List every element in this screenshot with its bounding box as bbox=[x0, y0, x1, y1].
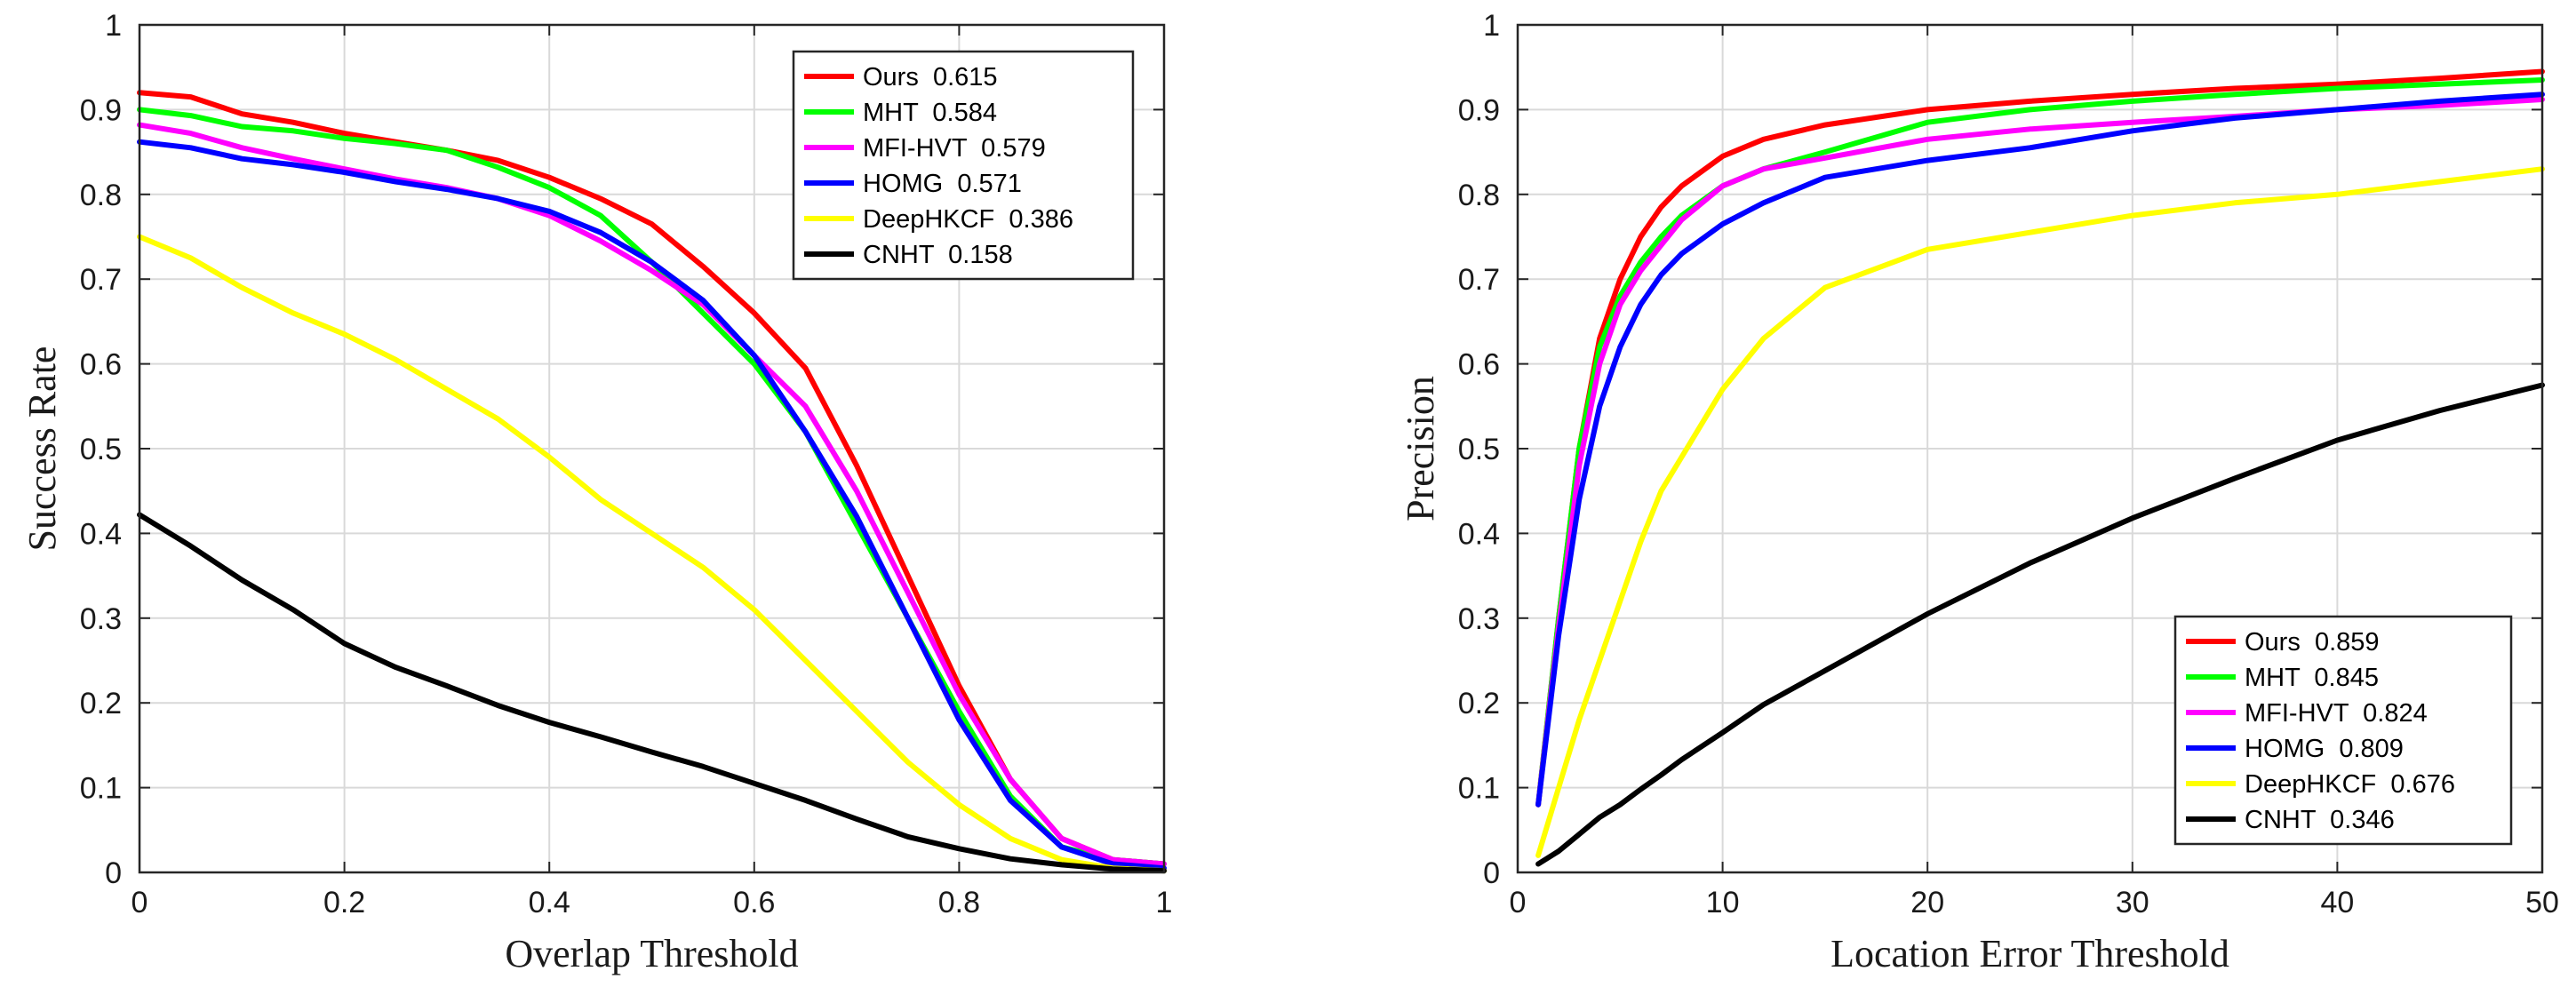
x-tick-label: 0.4 bbox=[529, 886, 570, 919]
legend-entry: Ours 0.615 bbox=[863, 63, 998, 92]
y-tick-label: 0.1 bbox=[80, 772, 122, 806]
x-tick-label: 0.2 bbox=[323, 886, 365, 919]
series-line-homg bbox=[137, 139, 1167, 872]
legend: Ours 0.859 MHT 0.845 MFI-HVT 0.824 HOMG 0.8… bbox=[2173, 615, 2513, 846]
legend-entry: MFI-HVT 0.824 bbox=[2245, 699, 2428, 728]
x-tick-label: 0 bbox=[132, 886, 148, 919]
x-tick-label: 40 bbox=[2320, 886, 2354, 919]
legend-entry: CNHT 0.346 bbox=[2245, 806, 2395, 834]
series-line-mfi-hvt bbox=[137, 122, 1167, 867]
x-tick-label: 20 bbox=[1910, 886, 1944, 919]
chart-1: 0 0.2 0.4 0.6 0.8 1 0 0.1 0.2 0.3 0.4 0.5 0.6 0.7 0.8 0… bbox=[20, 9, 1172, 975]
legend-entry: DeepHKCF 0.386 bbox=[863, 205, 1073, 234]
y-tick-label: 0.1 bbox=[1458, 772, 1500, 806]
legend-box bbox=[792, 50, 1135, 281]
y-tick-label: 0.5 bbox=[1458, 433, 1500, 466]
chart-2: 0 10 20 30 40 50 0 0.1 0.2 0.3 0.4 0.5 0.6 0.7 0.8 0.9 1… bbox=[1399, 9, 2559, 975]
y-tick-label: 0 bbox=[1483, 856, 1500, 890]
y-tick-label: 0.3 bbox=[1458, 602, 1500, 636]
y-tick-label: 0.9 bbox=[80, 93, 122, 127]
legend-entry: MFI-HVT 0.579 bbox=[863, 134, 1046, 163]
y-tick-label: 0.3 bbox=[80, 602, 122, 636]
axes-frame bbox=[138, 23, 1166, 874]
legend-entry: MHT 0.845 bbox=[2245, 664, 2379, 692]
y-tick-label: 0.4 bbox=[1458, 517, 1500, 551]
x-tick-label: 0 bbox=[1510, 886, 1527, 919]
legend: Ours 0.615 MHT 0.584 MFI-HVT 0.579 HOMG 0.5… bbox=[792, 50, 1135, 281]
x-axis-label: Overlap Threshold bbox=[505, 932, 798, 975]
y-tick-label: 1 bbox=[1483, 9, 1500, 43]
legend-entry: DeepHKCF 0.676 bbox=[2245, 770, 2455, 799]
series-line-cnht bbox=[137, 512, 1167, 874]
x-tick-label: 30 bbox=[2116, 886, 2149, 919]
y-tick-label: 1 bbox=[105, 9, 122, 43]
x-tick-label: 50 bbox=[2525, 886, 2559, 919]
y-tick-label: 0.9 bbox=[1458, 93, 1500, 127]
legend-entry: HOMG 0.571 bbox=[863, 170, 1022, 198]
y-axis-label: Success Rate bbox=[20, 346, 64, 552]
y-tick-label: 0.7 bbox=[1458, 263, 1500, 297]
y-axis-label: Precision bbox=[1399, 376, 1442, 521]
legend-entry: CNHT 0.158 bbox=[863, 241, 1013, 269]
y-tick-label: 0.2 bbox=[80, 687, 122, 720]
series-line-cnht bbox=[1535, 382, 2545, 867]
x-axis-label: Location Error Threshold bbox=[1830, 932, 2229, 975]
legend-box bbox=[2173, 615, 2513, 846]
legend-entry: MHT 0.584 bbox=[863, 99, 997, 127]
y-tick-label: 0.5 bbox=[80, 433, 122, 466]
y-tick-label: 0.8 bbox=[80, 179, 122, 212]
y-tick-label: 0.6 bbox=[80, 348, 122, 382]
y-tick-label: 0.2 bbox=[1458, 687, 1500, 720]
y-tick-label: 0.4 bbox=[80, 517, 122, 551]
legend-entry: Ours 0.859 bbox=[2245, 628, 2380, 657]
x-tick-label: 1 bbox=[1156, 886, 1173, 919]
y-tick-label: 0 bbox=[105, 856, 122, 890]
x-tick-label: 0.8 bbox=[938, 886, 980, 919]
legend-entry: HOMG 0.809 bbox=[2245, 735, 2404, 763]
axes-frame bbox=[1516, 23, 2544, 874]
series-line-deephkcf bbox=[1535, 166, 2545, 858]
x-tick-label: 10 bbox=[1706, 886, 1740, 919]
y-tick-label: 0.6 bbox=[1458, 348, 1500, 382]
series-line-homg bbox=[1535, 92, 2545, 808]
y-tick-label: 0.7 bbox=[80, 263, 122, 297]
y-tick-label: 0.8 bbox=[1458, 179, 1500, 212]
x-tick-label: 0.6 bbox=[733, 886, 775, 919]
series-line-deephkcf bbox=[137, 234, 1167, 874]
